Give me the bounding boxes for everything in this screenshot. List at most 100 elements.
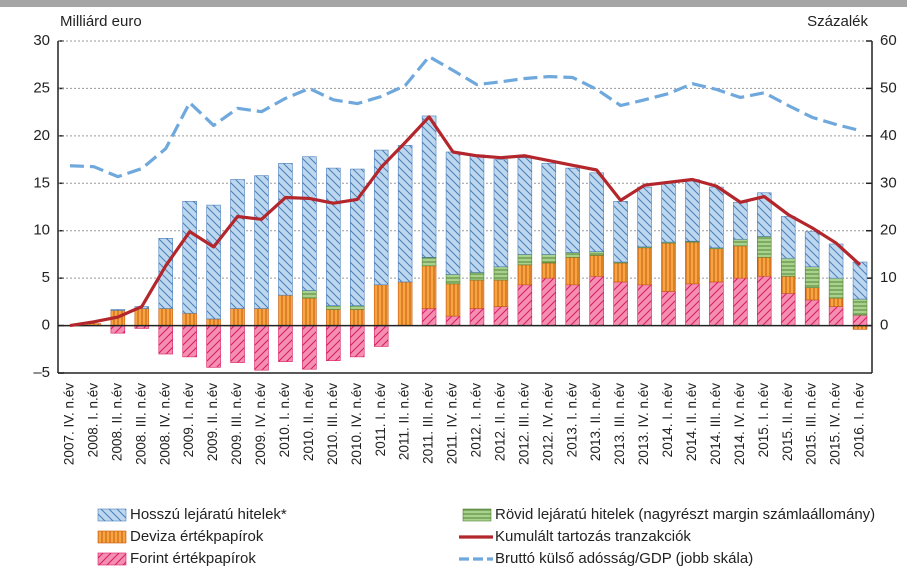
x-tick-label: 2012. IV. n.év: [540, 383, 555, 465]
bar: [804, 299, 820, 326]
bar: [757, 236, 772, 258]
x-tick-label: 2010. II. n.év: [301, 383, 316, 461]
bar: [110, 309, 126, 311]
bar: [757, 192, 772, 237]
bar: [445, 274, 461, 285]
bar: [493, 279, 509, 307]
bar: [517, 264, 533, 286]
bar: [469, 154, 485, 273]
x-tick-label: 2009. I. n.év: [181, 383, 196, 458]
bar: [589, 275, 604, 326]
y2-tick-label: 40: [880, 127, 897, 144]
bar: [110, 325, 126, 334]
legend-label: Bruttó külső adósság/GDP (jobb skála): [495, 550, 753, 567]
bar: [804, 231, 820, 268]
bar: [637, 186, 652, 248]
x-tick-label: 2011. I. n.év: [373, 383, 388, 457]
bar: [828, 277, 844, 299]
bar: [206, 318, 221, 326]
bar: [541, 254, 557, 264]
bar: [302, 290, 317, 299]
bar: [230, 308, 245, 326]
x-tick-label: 2014. III. n.év: [708, 383, 723, 465]
bar: [828, 306, 844, 326]
bar: [421, 308, 437, 326]
bar: [541, 163, 557, 255]
bar: [397, 145, 413, 283]
y-tick-label: 30: [33, 32, 50, 49]
bar: [254, 175, 269, 309]
bar: [445, 151, 461, 275]
series-line: [69, 115, 862, 328]
bar: [733, 245, 748, 279]
bar: [780, 293, 796, 326]
bar: [206, 325, 221, 368]
bar: [828, 297, 844, 307]
bar: [733, 238, 748, 247]
x-tick-label: 2013. I. n.év: [564, 383, 579, 458]
bar: [565, 284, 580, 326]
x-tick-label: 2013. II. n.év: [588, 383, 603, 461]
bar: [733, 201, 748, 240]
y2-tick-label: 10: [880, 269, 897, 286]
bar: [421, 115, 437, 258]
bar: [326, 309, 341, 326]
bar: [804, 266, 820, 288]
y2-tick-label: 60: [880, 32, 897, 49]
bar: [158, 238, 173, 309]
legend-label: Forint értékpapírok: [130, 550, 256, 567]
bar: [469, 308, 485, 326]
x-tick-label: 2015. IV. n.év: [828, 383, 843, 465]
x-tick-label: 2008. III. n.év: [133, 383, 148, 465]
x-tick-label: 2010. III. n.év: [325, 383, 340, 465]
x-tick-label: 2012. I. n.év: [469, 383, 484, 458]
bar: [350, 309, 365, 326]
x-tick-label: 2013. IV. n.év: [636, 383, 651, 465]
bar: [373, 325, 389, 347]
x-tick-label: 2013. III. n.év: [612, 383, 627, 465]
bar: [493, 306, 509, 326]
bar: [373, 149, 389, 286]
bar: [302, 325, 317, 370]
y-axis-label: Milliárd euro: [60, 13, 142, 30]
bar: [780, 257, 796, 277]
legend-label: Rövid lejáratú hitelek (nagyrészt margin…: [495, 506, 875, 523]
y2-axis-label: Százalék: [807, 13, 868, 30]
bar: [565, 167, 580, 253]
y2-tick-label: 0: [880, 317, 888, 334]
bar: [589, 172, 604, 252]
bar: [469, 272, 485, 281]
x-tick-label: 2011. IV. n.év: [445, 383, 460, 464]
y-tick-label: 15: [33, 174, 50, 191]
legend-label: Deviza értékpapírok: [130, 528, 264, 545]
x-tick-label: 2011. II. n.év: [397, 383, 412, 460]
bar: [852, 298, 868, 316]
bar: [254, 308, 269, 326]
bar: [709, 281, 724, 326]
bar: [445, 315, 461, 326]
bar: [206, 204, 221, 320]
bar: [397, 281, 413, 326]
bar: [541, 262, 557, 279]
bar: [182, 312, 197, 326]
x-tick-label: 2016. I. n.év: [852, 383, 867, 458]
bar: [541, 277, 557, 326]
bar: [780, 275, 796, 294]
x-tick-label: 2008. I. n.év: [85, 383, 100, 458]
legend-swatch: [462, 508, 492, 522]
legend-label: Kumulált tartozás tranzakciók: [495, 528, 691, 545]
bar: [421, 265, 437, 309]
bar: [278, 163, 293, 296]
x-tick-label: 2010. I. n.év: [277, 383, 292, 458]
x-tick-label: 2011. III. n.év: [421, 383, 436, 464]
x-tick-label: 2014. IV. n.év: [732, 383, 747, 465]
y2-tick-label: 30: [880, 174, 897, 191]
y-tick-label: 25: [33, 79, 50, 96]
y-tick-label: 0: [42, 317, 50, 334]
bar: [373, 284, 389, 326]
x-tick-label: 2014. I. n.év: [660, 383, 675, 458]
bar: [589, 255, 604, 277]
bar: [709, 186, 724, 249]
legend-swatch: [97, 530, 127, 544]
